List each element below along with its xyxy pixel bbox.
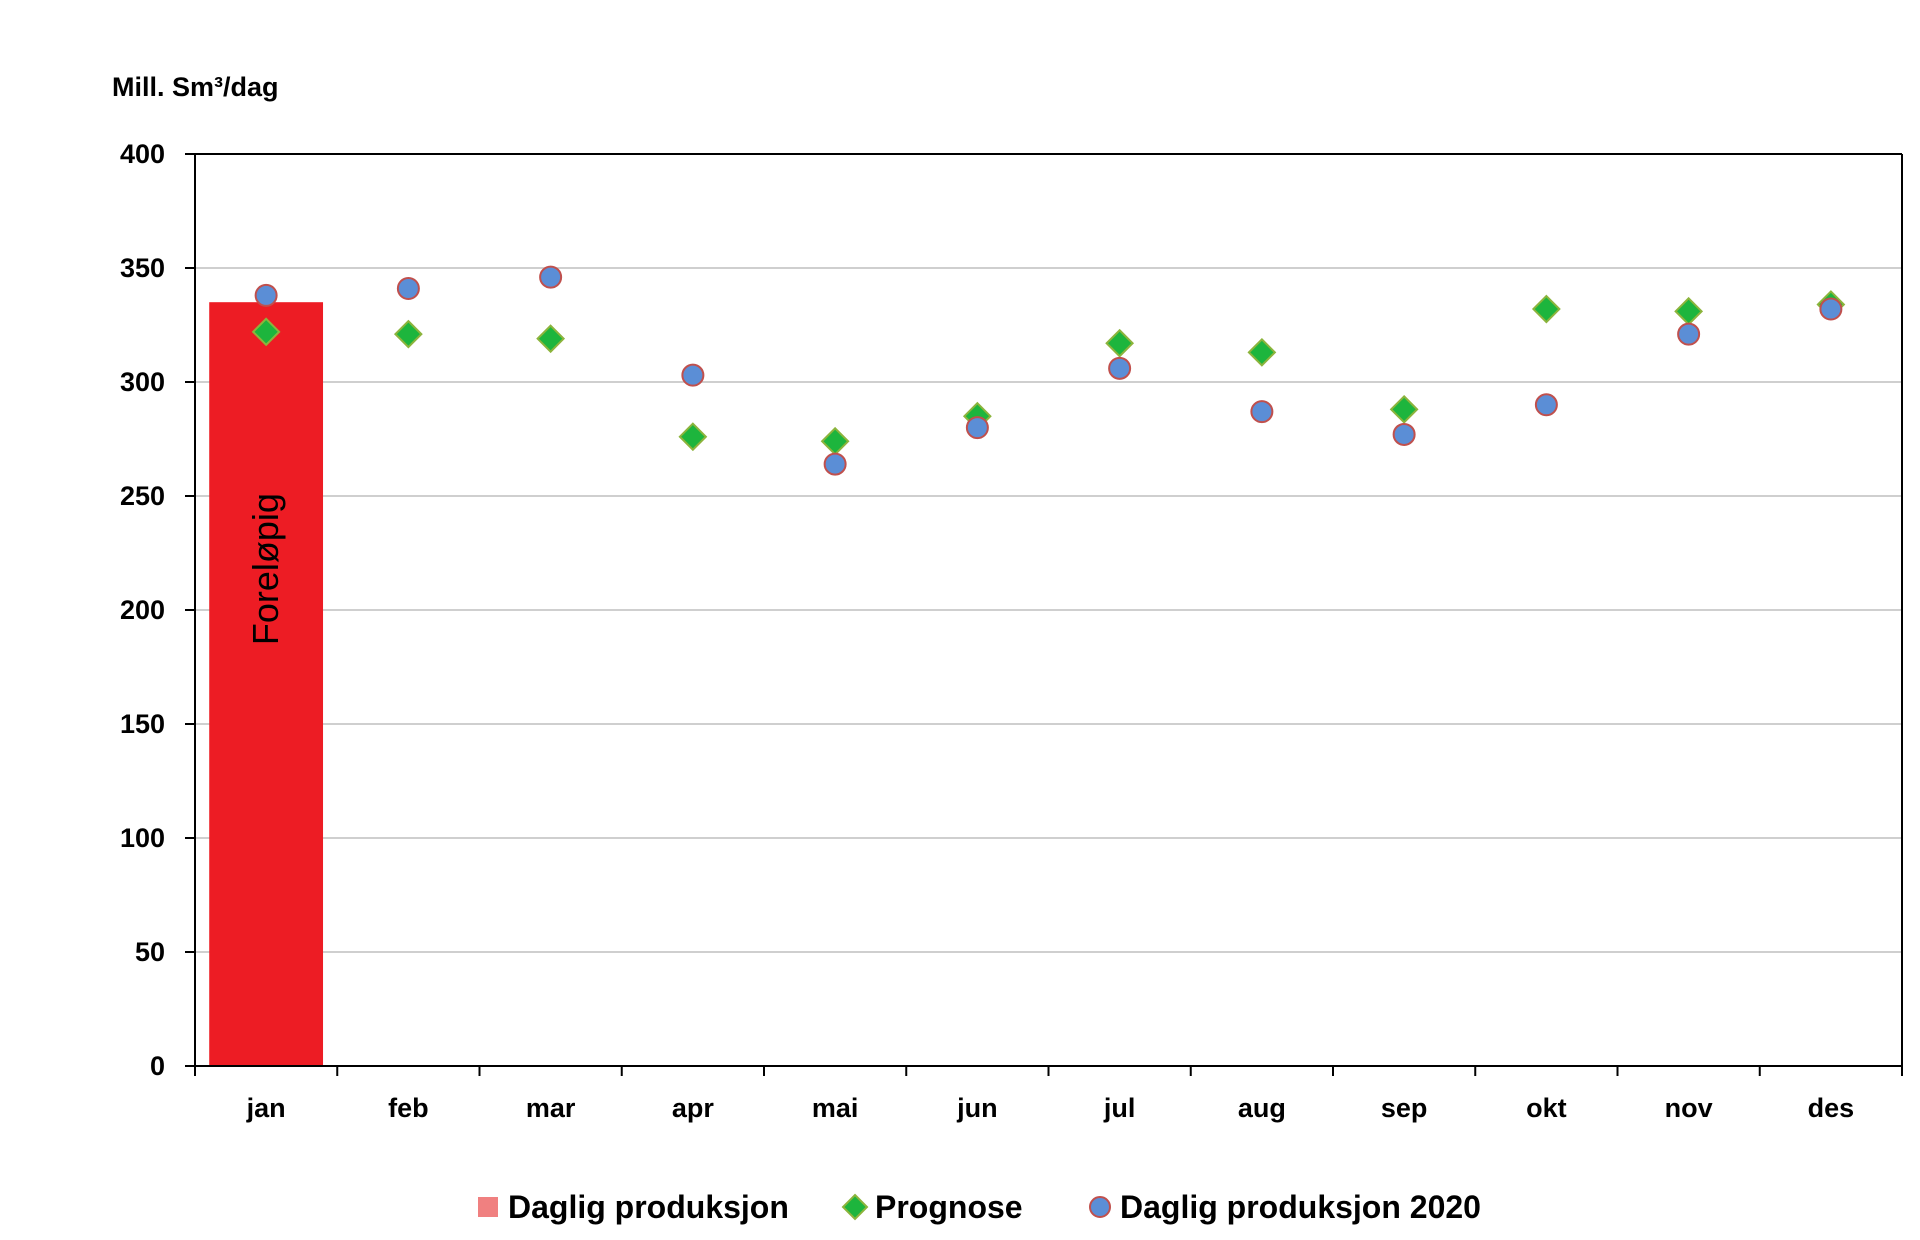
x-tick-label: jul: [1103, 1093, 1136, 1123]
legend-item-prognose: Prognose: [841, 1189, 1023, 1225]
production-2020-point: [1819, 297, 1843, 321]
production-2020-point: [1392, 422, 1416, 446]
markers: [251, 265, 1846, 476]
prognose-point: [536, 324, 566, 354]
y-tick-label: 100: [120, 823, 165, 853]
prognose-point: [1247, 337, 1277, 367]
legend-swatch-diamond: [841, 1193, 869, 1221]
y-tick-label: 250: [120, 481, 165, 511]
x-tick-label: des: [1808, 1093, 1855, 1123]
prognose-point: [820, 426, 850, 456]
production-2020-point: [823, 452, 847, 476]
x-tick-label: aug: [1238, 1093, 1286, 1123]
y-tick-label: 0: [150, 1051, 165, 1081]
prognose-point: [393, 319, 423, 349]
legend-item-daglig-produksjon: Daglig produksjon: [478, 1189, 789, 1225]
x-tick-label: jun: [956, 1093, 998, 1123]
legend-item-daglig-produksjon-2020: Daglig produksjon 2020: [1089, 1189, 1481, 1225]
production-2020-point: [681, 363, 705, 387]
legend-swatch-bar: [478, 1197, 498, 1217]
bars: Foreløpig: [209, 302, 324, 1066]
legend-label: Prognose: [875, 1189, 1023, 1225]
production-2020-point: [396, 277, 420, 301]
legend-label: Daglig produksjon 2020: [1120, 1189, 1481, 1225]
prognose-point: [251, 317, 281, 347]
prognose-point: [1674, 296, 1704, 326]
prognose-point: [1531, 294, 1561, 324]
x-tick-label: nov: [1665, 1093, 1713, 1123]
y-axis-label: Mill. Sm³/dag: [112, 72, 279, 102]
axes: [185, 153, 1903, 1076]
y-tick-label: 350: [120, 253, 165, 283]
x-tick-label: apr: [672, 1093, 715, 1123]
production-2020-point: [1250, 400, 1274, 424]
y-tick-label: 50: [135, 937, 165, 967]
y-tick-label: 300: [120, 367, 165, 397]
production-2020-point: [1677, 322, 1701, 346]
x-tick-label: sep: [1381, 1093, 1428, 1123]
legend-swatch-circle: [1089, 1196, 1111, 1218]
x-tick-label: mar: [526, 1093, 576, 1123]
x-tick-label: jan: [246, 1093, 286, 1123]
production-2020-point: [254, 283, 278, 307]
production-2020-point: [1534, 393, 1558, 417]
y-tick-label: 150: [120, 709, 165, 739]
x-tick-labels: jan feb mar apr mai jun jul aug sep okt nov des: [246, 1093, 1855, 1123]
bar: [209, 302, 324, 1066]
prognose-point: [678, 422, 708, 452]
gridlines: [195, 267, 1902, 953]
prognose-point: [1105, 328, 1135, 358]
legend-label: Daglig produksjon: [508, 1189, 789, 1225]
x-tick-label: okt: [1526, 1093, 1567, 1123]
production-2020-point: [1108, 356, 1132, 380]
prognose-point: [1389, 394, 1419, 424]
bar-label: Foreløpig: [245, 493, 286, 645]
legend: Daglig produksjon Prognose Daglig produksj…: [478, 1189, 1481, 1225]
production-2020-point: [539, 265, 563, 289]
y-tick-labels: 0 50 100 150 200 250 300 350 400: [120, 139, 165, 1081]
y-tick-label: 400: [120, 139, 165, 169]
production-2020-point: [965, 416, 989, 440]
x-tick-label: feb: [388, 1093, 429, 1123]
x-tick-label: mai: [812, 1093, 859, 1123]
y-tick-label: 200: [120, 595, 165, 625]
